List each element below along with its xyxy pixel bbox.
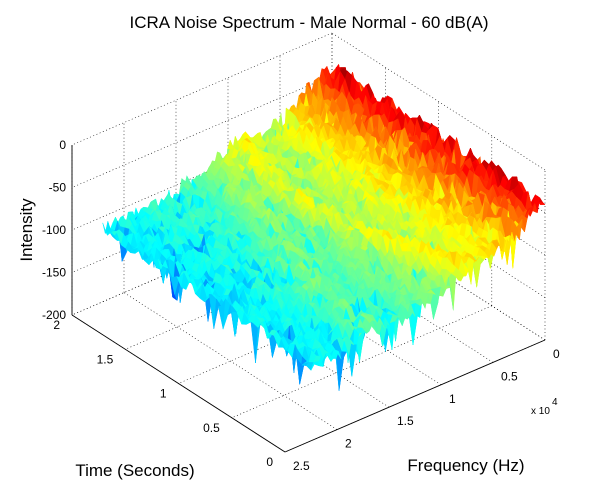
surface [103, 64, 545, 390]
x-tick-label: 0 [553, 347, 560, 361]
x-scale-note: x 10 [531, 406, 550, 417]
y-tick-label: 2 [53, 318, 60, 332]
y-tick-label: 1 [160, 387, 167, 401]
y-tick-label: 1.5 [97, 352, 114, 366]
x-axis-label: Frequency (Hz) [407, 456, 524, 475]
y-tick-label: 0 [266, 455, 273, 469]
z-tick-label: -150 [42, 266, 66, 280]
z-tick-label: 0 [59, 138, 66, 152]
z-axis-label: Intensity [17, 198, 36, 262]
z-tick-label: -50 [49, 181, 67, 195]
x-tick-label: 2.5 [293, 459, 310, 473]
surface-patch [449, 274, 456, 310]
z-tick-label: -100 [42, 223, 66, 237]
x-tick-label: 1.5 [397, 414, 414, 428]
x-tick-label: 1 [449, 392, 456, 406]
x-tick-label: 2 [345, 437, 352, 451]
y-axis-label: Time (Seconds) [75, 461, 194, 480]
chart-title: ICRA Noise Spectrum - Male Normal - 60 d… [130, 13, 489, 32]
x-tick-label: 0.5 [501, 369, 518, 383]
y-tick-label: 0.5 [203, 421, 220, 435]
x-scale-exponent: 4 [552, 397, 558, 408]
